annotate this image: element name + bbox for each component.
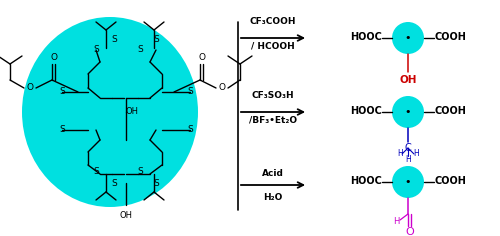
Text: OH: OH [399, 75, 417, 85]
Text: S: S [111, 178, 117, 187]
Text: CF₃SO₃H: CF₃SO₃H [252, 92, 294, 101]
Text: •: • [405, 177, 411, 187]
Text: H: H [393, 218, 399, 227]
Text: S: S [187, 126, 193, 135]
Text: S: S [187, 88, 193, 97]
Text: •: • [405, 107, 411, 117]
Text: COOH: COOH [434, 32, 466, 42]
Text: O: O [26, 84, 34, 93]
Text: S: S [153, 178, 159, 187]
Ellipse shape [22, 17, 198, 207]
Text: O: O [218, 84, 226, 93]
Text: S: S [111, 35, 117, 45]
Circle shape [392, 22, 424, 54]
Text: /BF₃•Et₂O: /BF₃•Et₂O [249, 115, 297, 125]
Text: S: S [153, 35, 159, 45]
Circle shape [392, 166, 424, 198]
Text: O: O [198, 52, 205, 62]
Text: Acid: Acid [262, 169, 284, 177]
Text: •: • [405, 33, 411, 43]
Text: H: H [405, 156, 411, 164]
Text: H: H [397, 149, 403, 159]
Text: H₂O: H₂O [264, 193, 282, 202]
Text: C: C [404, 143, 411, 153]
Text: COOH: COOH [434, 176, 466, 186]
Text: HOOC: HOOC [350, 32, 382, 42]
Text: O: O [50, 52, 58, 62]
Text: S: S [59, 126, 65, 135]
Text: OH: OH [126, 108, 138, 117]
Text: S: S [93, 46, 99, 55]
Text: / HCOOH: / HCOOH [251, 42, 295, 51]
Text: H: H [413, 149, 419, 159]
Text: COOH: COOH [434, 106, 466, 116]
Circle shape [392, 96, 424, 128]
Text: OH: OH [120, 211, 132, 219]
Text: CF₃COOH: CF₃COOH [250, 17, 296, 26]
Text: S: S [137, 168, 143, 177]
Text: S: S [59, 88, 65, 97]
Text: S: S [137, 46, 143, 55]
Text: HOOC: HOOC [350, 106, 382, 116]
Text: S: S [93, 168, 99, 177]
Text: O: O [406, 227, 414, 236]
Text: HOOC: HOOC [350, 176, 382, 186]
